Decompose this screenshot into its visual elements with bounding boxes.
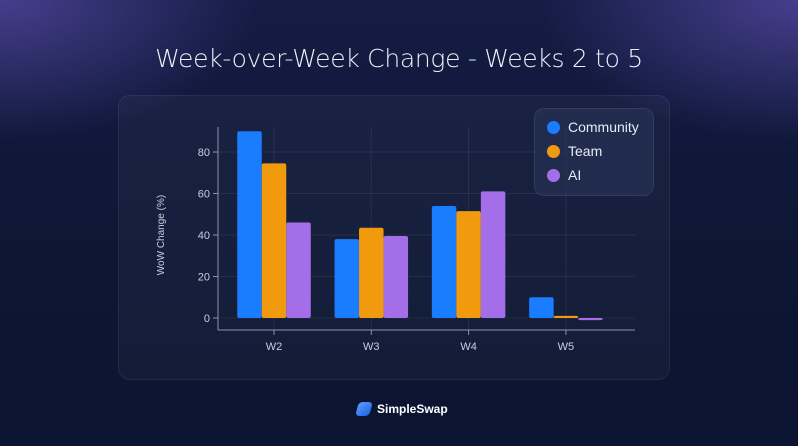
bar-team-w4 bbox=[456, 211, 481, 318]
x-tick-label: W5 bbox=[558, 341, 575, 353]
bar-team-w2 bbox=[261, 163, 287, 318]
legend-item-community: Community bbox=[547, 119, 639, 135]
y-tick-label: 40 bbox=[198, 230, 210, 242]
legend-label: AI bbox=[568, 167, 582, 183]
ai-chip-icon bbox=[547, 168, 560, 182]
bar-ai-w3 bbox=[383, 236, 409, 318]
chart-title: Week-over-Week Change - Weeks 2 to 5 bbox=[155, 44, 643, 73]
bar-ai-w4 bbox=[480, 191, 506, 318]
legend: Community Team AI bbox=[534, 108, 654, 196]
legend-label: Community bbox=[568, 119, 639, 135]
bar-ai-w5 bbox=[578, 318, 603, 321]
globe-icon bbox=[547, 120, 560, 134]
y-tick-label: 80 bbox=[198, 147, 210, 159]
brand-name: SimpleSwap bbox=[377, 402, 448, 416]
bar-ai-w2 bbox=[286, 222, 311, 318]
bar-team-w5 bbox=[553, 315, 579, 318]
y-axis-label: WoW Change (%) bbox=[156, 195, 167, 275]
x-tick-label: W2 bbox=[266, 341, 283, 353]
bar-community-w3 bbox=[334, 239, 360, 318]
bar-community-w2 bbox=[237, 131, 262, 318]
brand-logo: SimpleSwap bbox=[355, 402, 448, 416]
x-tick-label: W3 bbox=[363, 341, 380, 353]
legend-item-ai: AI bbox=[547, 167, 581, 183]
bar-team-w3 bbox=[359, 227, 384, 318]
x-tick-label: W4 bbox=[460, 341, 477, 353]
team-icon bbox=[547, 144, 560, 158]
y-tick-label: 20 bbox=[198, 272, 210, 284]
simpleswap-logo-icon bbox=[355, 402, 373, 416]
bar-community-w4 bbox=[431, 205, 457, 318]
legend-label: Team bbox=[568, 143, 603, 159]
y-tick-label: 0 bbox=[204, 313, 210, 325]
bar-community-w5 bbox=[529, 297, 554, 318]
chart-panel bbox=[118, 95, 670, 380]
legend-item-team: Team bbox=[547, 143, 602, 159]
y-tick-label: 60 bbox=[198, 189, 210, 201]
